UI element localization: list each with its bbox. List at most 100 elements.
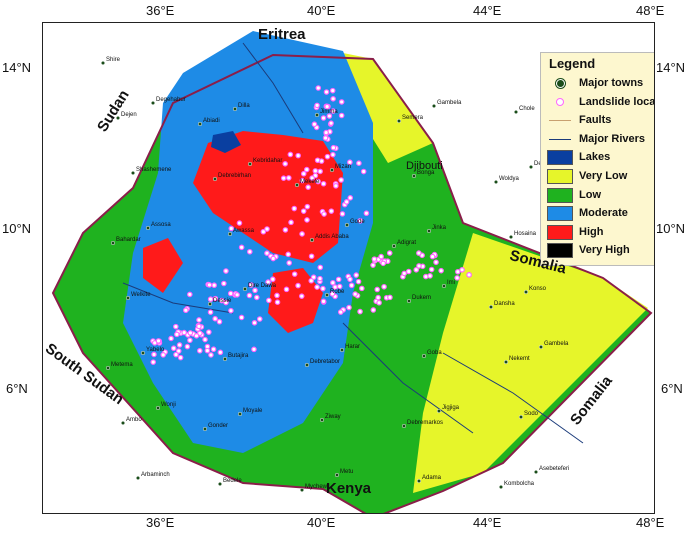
landslide-point — [317, 275, 323, 282]
landslide-point — [151, 351, 157, 358]
town-label: Wonji — [161, 402, 176, 408]
town-dot — [436, 408, 442, 414]
town-dot — [528, 164, 534, 170]
landslide-point — [217, 349, 224, 356]
landslide-point — [285, 175, 292, 181]
landslide-point — [348, 282, 355, 289]
landslide-point — [181, 329, 187, 336]
river-line-0 — [242, 42, 304, 134]
town-label: Harar — [345, 344, 360, 350]
town-label: Ambo — [126, 417, 142, 423]
landslide-point — [455, 268, 461, 275]
town-dot — [314, 112, 320, 118]
town-dot — [232, 106, 238, 112]
town-dot — [247, 161, 253, 167]
landslide-point — [264, 250, 270, 256]
town-dot — [125, 295, 131, 301]
town-dot — [237, 411, 243, 417]
town-dot — [309, 237, 315, 243]
town-label: Degehabur — [156, 97, 186, 103]
landslide-point — [251, 346, 257, 353]
landslide-point — [359, 285, 365, 292]
river-line-1 — [342, 322, 474, 434]
legend-title: Legend — [549, 56, 596, 71]
town-dot — [324, 292, 330, 298]
legend-item: Moderate — [547, 205, 628, 222]
town-dot — [105, 365, 111, 371]
town-label: Bonga — [417, 170, 435, 176]
landslide-point — [323, 129, 329, 136]
legend-label: Faults — [579, 114, 612, 127]
left-tick-6n: 6°N — [6, 381, 28, 396]
river-line-2 — [442, 352, 584, 444]
fault-line-icon — [549, 120, 571, 122]
town-label: Woldya — [499, 176, 520, 182]
town-dot — [488, 304, 494, 310]
landslide-point — [170, 345, 177, 352]
landslide-point — [355, 278, 362, 285]
legend-label: Very Low — [579, 170, 628, 182]
high-zone-south — [268, 268, 323, 333]
town-label: Jigjiga — [442, 405, 460, 411]
town-dot — [401, 423, 407, 429]
landslide-point — [260, 228, 267, 235]
landslide-point — [183, 307, 189, 314]
landslide-point — [317, 168, 323, 175]
landslide-point — [320, 180, 327, 187]
town-label: Mychew — [305, 484, 328, 490]
legend-item: Landslide locations — [547, 94, 654, 110]
landslide-point — [270, 255, 277, 262]
town-label: Debremarkos — [407, 420, 443, 426]
landslide-point — [320, 298, 327, 305]
town-dot — [222, 356, 228, 362]
landslide-point — [320, 285, 326, 292]
landslide-point — [459, 266, 465, 273]
legend-item: Faults — [547, 112, 611, 128]
landslide-point — [207, 309, 214, 315]
landslide-point — [429, 253, 436, 260]
landslide-point — [330, 95, 336, 102]
town-dot — [508, 234, 514, 240]
landslide-point — [295, 282, 301, 289]
town-label: Bedele — [223, 478, 242, 484]
town-dot — [518, 414, 524, 420]
landslide-point — [328, 208, 335, 214]
landslide-point — [168, 335, 174, 342]
landslide-point — [378, 253, 384, 260]
landslide-icon — [556, 97, 564, 106]
landslide-point — [300, 170, 307, 177]
town-dot — [304, 362, 310, 368]
town-label: Yabelo — [146, 347, 165, 353]
landslide-point — [246, 292, 253, 299]
landslide-point — [401, 270, 408, 277]
landslide-point — [269, 276, 276, 283]
landslide-point — [337, 309, 344, 315]
landslide-point — [155, 338, 162, 344]
landslide-point — [202, 336, 208, 343]
landslide-point — [324, 153, 331, 160]
town-dot — [130, 170, 136, 176]
landslide-point — [211, 282, 218, 289]
town-label: Dire Dawa — [248, 283, 277, 289]
landslide-point — [251, 319, 258, 326]
label-eritrea: Eritrea — [258, 26, 306, 43]
landslide-point — [338, 99, 345, 105]
town-label: Gambela — [437, 100, 462, 106]
landslide-point — [193, 332, 200, 339]
landslide-point — [280, 175, 287, 181]
landslide-point — [330, 144, 337, 151]
town-dot — [329, 167, 335, 173]
top-tick-48e: 48°E — [636, 3, 665, 18]
landslide-point — [326, 113, 333, 119]
legend-item: Major Rivers — [547, 131, 645, 147]
landslide-point — [309, 175, 315, 181]
landslide-point — [308, 253, 315, 260]
landslide-point — [370, 307, 377, 313]
town-label: Jimma — [320, 109, 338, 115]
legend-label: High — [579, 225, 604, 238]
town-label: Adigrat — [397, 240, 416, 246]
town-label: Asebeteferi — [539, 466, 569, 472]
left-tick-14n: 14°N — [2, 60, 32, 75]
town-dot — [150, 100, 156, 106]
landslide-point — [374, 286, 381, 293]
